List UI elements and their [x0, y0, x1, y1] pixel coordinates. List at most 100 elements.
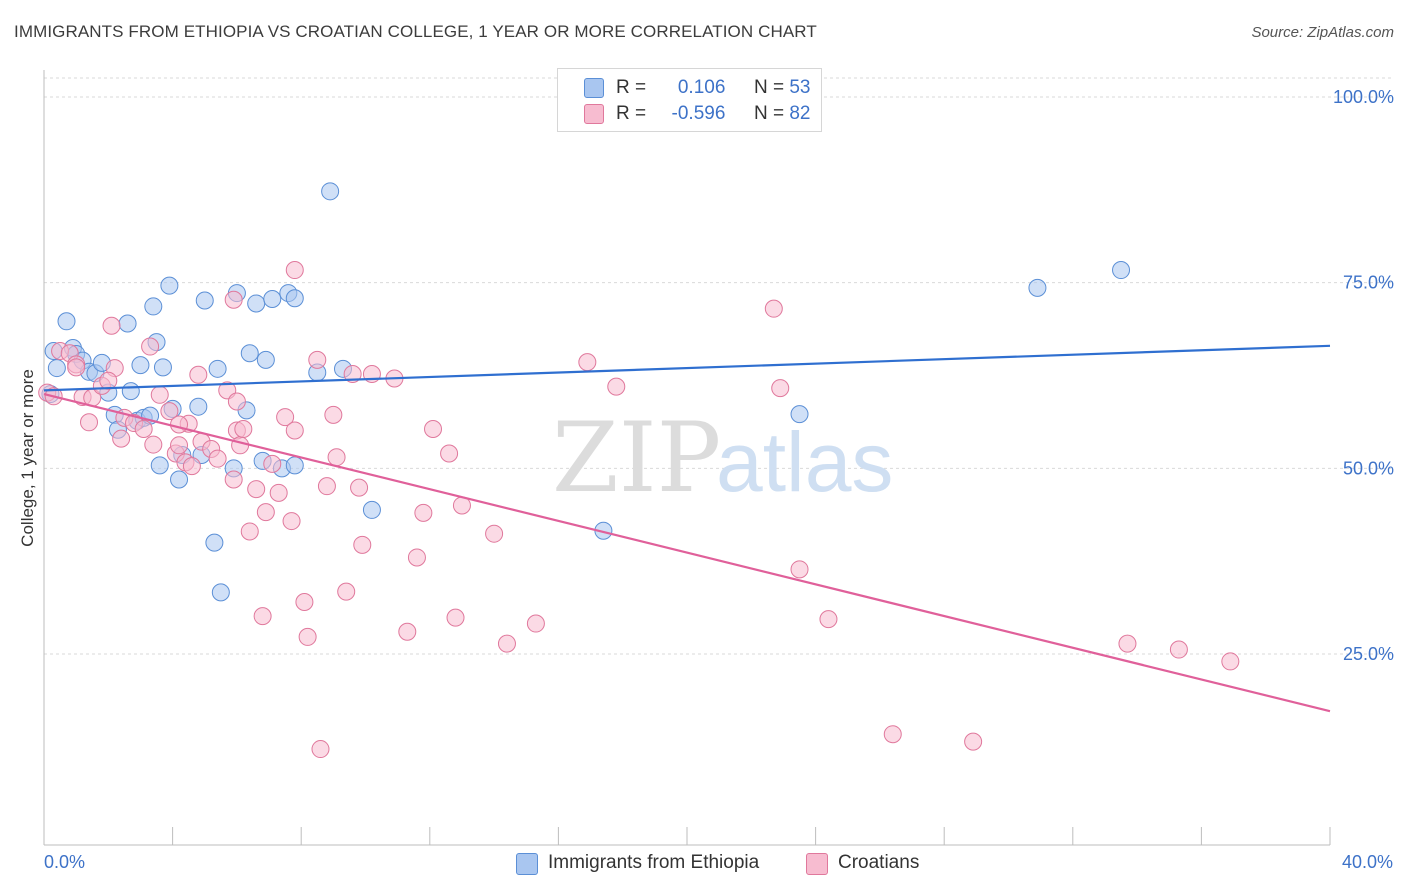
point-croatians [764, 299, 783, 318]
point-croatians [353, 535, 372, 554]
point-croatians [337, 582, 356, 601]
y-tick-label: 75.0% [1343, 273, 1394, 293]
point-croatians [99, 371, 118, 390]
point-croatians [497, 634, 516, 653]
point-croatians [1118, 634, 1137, 653]
point-croatians [263, 454, 282, 473]
legend-text-croatians: R = -0.596 N = 82 [616, 103, 810, 125]
watermark-zip: ZIP [552, 402, 721, 514]
point-croatians [819, 610, 838, 629]
point-croatians [208, 449, 227, 468]
legend-n-value: 82 [789, 103, 811, 124]
legend: R = 0.106 N = 53 R = -0.596 N = 82 [557, 68, 822, 132]
legend-swatch-ethiopia [584, 78, 604, 98]
bottom-legend-swatch-croatians [806, 853, 828, 875]
point-croatians [398, 622, 417, 641]
legend-r-value: -0.596 [671, 103, 726, 124]
point-croatians [414, 503, 433, 522]
point-ethiopia [47, 359, 66, 378]
point-ethiopia [189, 397, 208, 416]
point-croatians [308, 350, 327, 369]
point-croatians [160, 402, 179, 421]
point-croatians [80, 413, 99, 432]
point-ethiopia [240, 344, 259, 363]
legend-r-label: R = [616, 103, 647, 124]
point-croatians [224, 290, 243, 309]
point-ethiopia [285, 289, 304, 308]
point-ethiopia [211, 583, 230, 602]
point-croatians [102, 316, 121, 335]
trend-lines [43, 344, 1331, 713]
point-croatians [578, 353, 597, 372]
legend-swatch-croatians [584, 104, 604, 124]
point-croatians [485, 524, 504, 543]
point-croatians [883, 725, 902, 744]
watermark-atlas: atlas [716, 415, 893, 509]
point-croatians [1169, 640, 1188, 659]
point-croatians [227, 392, 246, 411]
point-croatians [526, 614, 545, 633]
point-croatians [282, 512, 301, 531]
point-croatians [350, 478, 369, 497]
point-ethiopia [263, 290, 282, 309]
bottom-legend-label-ethiopia: Immigrants from Ethiopia [548, 852, 760, 873]
point-ethiopia [208, 359, 227, 378]
point-croatians [224, 470, 243, 489]
point-ethiopia [118, 314, 137, 333]
axes [43, 70, 1331, 846]
point-croatians [285, 421, 304, 440]
point-croatians [317, 477, 336, 496]
point-croatians [343, 365, 362, 384]
legend-text-ethiopia: R = 0.106 N = 53 [616, 77, 810, 99]
point-ethiopia [362, 500, 381, 519]
point-ethiopia [790, 405, 809, 424]
point-croatians [298, 627, 317, 646]
point-ethiopia [57, 312, 76, 331]
point-croatians [141, 337, 160, 356]
point-ethiopia [121, 382, 140, 401]
point-ethiopia [195, 291, 214, 310]
legend-n-label: N = [753, 103, 785, 124]
point-croatians [607, 377, 626, 396]
point-croatians [170, 415, 189, 434]
point-croatians [771, 379, 790, 398]
trend-line-croatians [43, 392, 1331, 713]
point-croatians [112, 429, 131, 448]
point-croatians [324, 405, 343, 424]
point-croatians [440, 444, 459, 463]
point-croatians [170, 436, 189, 455]
y-tick-labels: 25.0% 50.0% 75.0% 100.0% [1333, 87, 1394, 664]
legend-n-label: N = [753, 77, 785, 98]
point-croatians [231, 436, 250, 455]
point-croatians [150, 385, 169, 404]
point-ethiopia [321, 182, 340, 201]
point-ethiopia [285, 456, 304, 475]
point-croatians [424, 419, 443, 438]
y-tick-label: 50.0% [1343, 458, 1394, 478]
x-tick-label-max: 40.0% [1341, 852, 1393, 872]
point-ethiopia [170, 470, 189, 489]
point-croatians [964, 732, 983, 751]
point-ethiopia [1112, 261, 1131, 280]
point-ethiopia [131, 356, 150, 375]
point-croatians [247, 480, 266, 499]
point-ethiopia [153, 358, 172, 377]
point-croatians [285, 261, 304, 280]
point-croatians [253, 607, 272, 626]
trend-line-ethiopia [43, 344, 1331, 392]
point-croatians [1221, 652, 1240, 671]
point-croatians [67, 358, 86, 377]
source-label: Source: ZipAtlas.com [1251, 24, 1394, 41]
point-ethiopia [150, 456, 169, 475]
bottom-legend-swatch-ethiopia [516, 853, 538, 875]
y-axis-label: College, 1 year or more [18, 369, 37, 547]
legend-n-value: 53 [789, 77, 811, 98]
point-croatians [189, 365, 208, 384]
point-croatians [276, 408, 295, 427]
legend-r-label: R = [616, 77, 647, 98]
point-croatians [327, 448, 346, 467]
x-tick-label-min: 0.0% [44, 852, 86, 872]
point-croatians [295, 593, 314, 612]
bottom-legend: Immigrants from Ethiopia Croatians [0, 852, 1406, 878]
